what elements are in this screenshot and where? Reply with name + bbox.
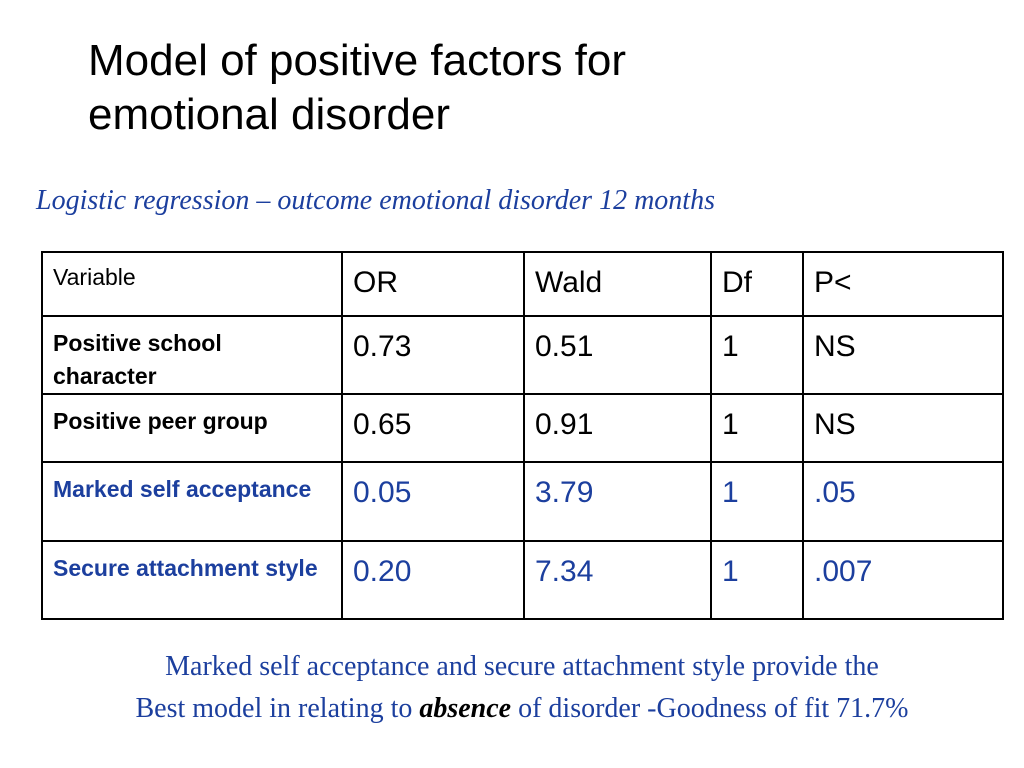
table-row: Secure attachment style 0.20 7.34 1 .007: [41, 540, 1004, 620]
table-row: Positive peer group 0.65 0.91 1 NS: [41, 393, 1004, 463]
header-df: Df: [710, 251, 804, 317]
table-row: Marked self acceptance 0.05 3.79 1 .05: [41, 461, 1004, 542]
conclusion-text-after: of disorder -Goodness of fit 71.7%: [511, 693, 909, 724]
or-cell: 0.73: [341, 315, 525, 395]
or-cell: 0.05: [341, 461, 525, 542]
df-cell: 1: [710, 393, 804, 463]
conclusion-emphasis: absence: [419, 693, 512, 724]
variable-cell: Secure attachment style: [41, 540, 343, 620]
header-p: P<: [802, 251, 1004, 317]
wald-cell: 3.79: [523, 461, 712, 542]
df-cell: 1: [710, 315, 804, 395]
wald-cell: 0.91: [523, 393, 712, 463]
header-or: OR: [341, 251, 525, 317]
p-cell: NS: [802, 393, 1004, 463]
conclusion-line-1: Marked self acceptance and secure attach…: [165, 651, 879, 682]
df-cell: 1: [710, 461, 804, 542]
header-wald: Wald: [523, 251, 712, 317]
table-header-row: Variable OR Wald Df P<: [41, 251, 1004, 317]
wald-cell: 0.51: [523, 315, 712, 395]
variable-cell: Marked self acceptance: [41, 461, 343, 542]
p-cell: .007: [802, 540, 1004, 620]
or-cell: 0.65: [341, 393, 525, 463]
slide-title-line-2: emotional disorder: [88, 90, 450, 139]
slide-title-line-1: Model of positive factors for: [88, 36, 627, 85]
header-variable: Variable: [41, 251, 343, 317]
variable-cell: Positive peer group: [41, 393, 343, 463]
p-cell: NS: [802, 315, 1004, 395]
variable-cell: Positive school character: [41, 315, 343, 395]
df-cell: 1: [710, 540, 804, 620]
conclusion-line-2: Best model in relating to absence of dis…: [20, 688, 1024, 730]
conclusion-text-before: Best model in relating to: [135, 693, 420, 724]
table-row: Positive school character 0.73 0.51 1 NS: [41, 315, 1004, 395]
p-cell: .05: [802, 461, 1004, 542]
regression-table: Variable OR Wald Df P< Positive school c…: [41, 251, 1004, 620]
or-cell: 0.20: [341, 540, 525, 620]
slide-subtitle: Logistic regression – outcome emotional …: [36, 185, 715, 216]
conclusion-note: Marked self acceptance and secure attach…: [20, 646, 1024, 730]
slide-title: Model of positive factors for emotional …: [88, 34, 948, 142]
wald-cell: 7.34: [523, 540, 712, 620]
